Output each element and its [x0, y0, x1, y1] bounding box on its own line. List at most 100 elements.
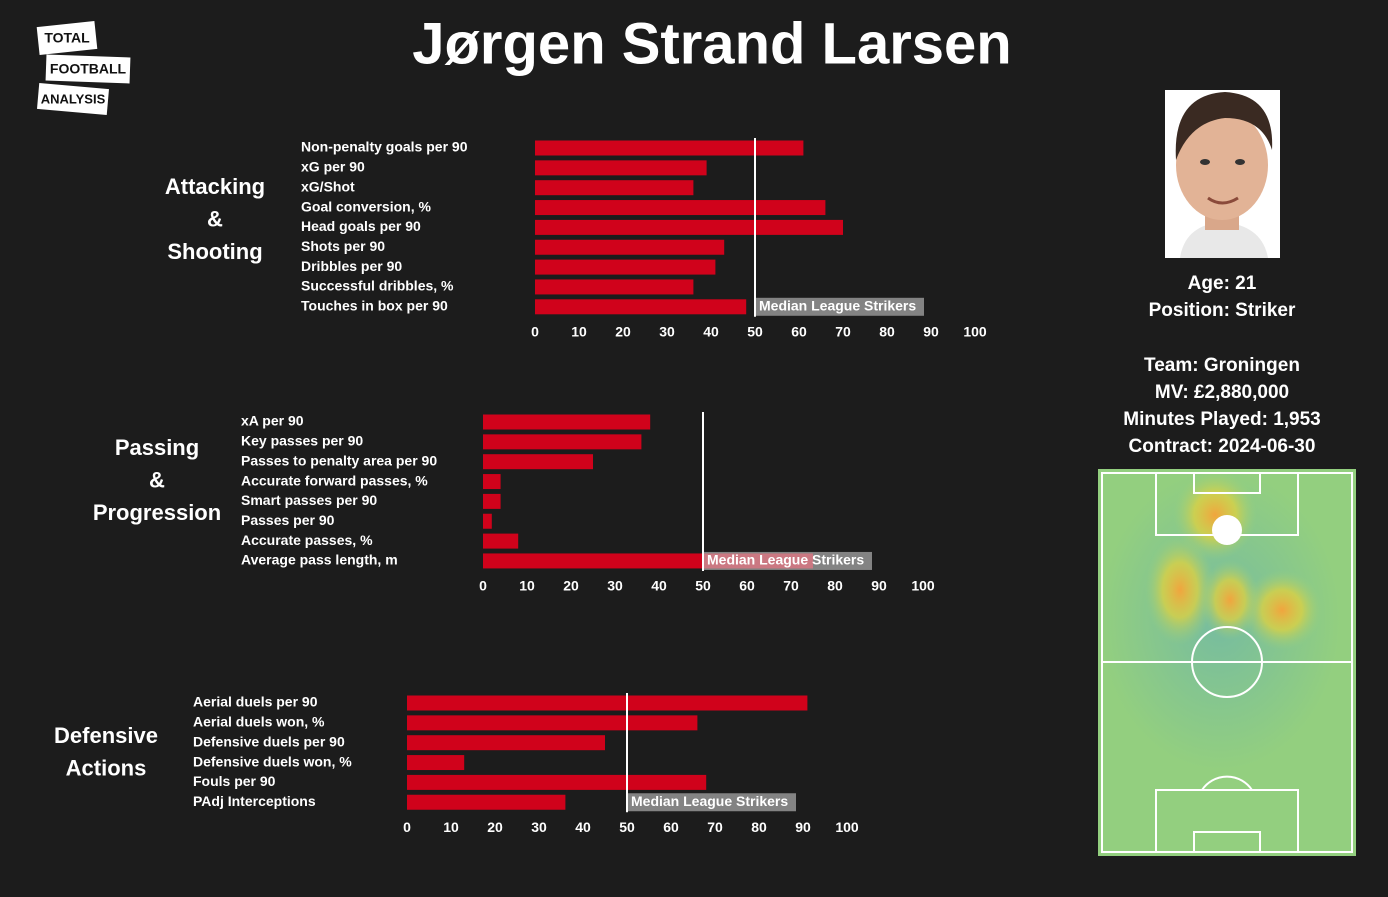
- category-label: xG per 90: [301, 159, 365, 175]
- x-tick-label: 90: [871, 578, 887, 594]
- category-label: Passes per 90: [241, 512, 335, 528]
- section-label: Passing: [115, 435, 199, 460]
- x-tick-label: 60: [663, 819, 679, 835]
- x-tick-label: 70: [835, 324, 851, 340]
- bar: [483, 434, 642, 450]
- section-label: Attacking: [165, 174, 265, 199]
- median-label: Median League Strikers: [707, 552, 864, 568]
- bar: [407, 755, 465, 771]
- x-tick-label: 0: [479, 578, 487, 594]
- category-label: Key passes per 90: [241, 433, 363, 449]
- category-label: PAdj Interceptions: [193, 793, 316, 809]
- category-label: Non-penalty goals per 90: [301, 139, 468, 155]
- x-tick-label: 90: [923, 324, 939, 340]
- bar: [407, 735, 605, 751]
- x-tick-label: 80: [751, 819, 767, 835]
- bar: [535, 200, 826, 216]
- player-info: Contract: 2024-06-30: [1129, 436, 1316, 457]
- bar: [407, 715, 698, 731]
- bar: [407, 695, 808, 711]
- category-label: Accurate forward passes, %: [241, 472, 428, 488]
- x-tick-label: 50: [695, 578, 711, 594]
- bar: [535, 279, 694, 295]
- category-label: Successful dribbles, %: [301, 278, 454, 294]
- bar: [483, 454, 593, 470]
- median-label: Median League Strikers: [631, 793, 788, 809]
- x-tick-label: 20: [563, 578, 579, 594]
- bar: [535, 239, 725, 255]
- bar: [407, 774, 707, 790]
- x-tick-label: 50: [747, 324, 763, 340]
- x-tick-label: 40: [703, 324, 719, 340]
- category-label: Accurate passes, %: [241, 532, 373, 548]
- category-label: Passes to penalty area per 90: [241, 452, 437, 468]
- category-label: xA per 90: [241, 413, 304, 429]
- x-tick-label: 10: [571, 324, 587, 340]
- player-info: Position: Striker: [1149, 300, 1296, 321]
- x-tick-label: 60: [791, 324, 807, 340]
- x-tick-label: 100: [911, 578, 935, 594]
- bar: [483, 493, 501, 509]
- player-info: Minutes Played: 1,953: [1123, 409, 1320, 430]
- player-info: Team: Groningen: [1144, 355, 1300, 376]
- category-label: xG/Shot: [301, 178, 355, 194]
- logo-text: ANALYSIS: [41, 91, 106, 106]
- x-tick-label: 100: [835, 819, 859, 835]
- bar: [535, 259, 716, 275]
- player-info: MV: £2,880,000: [1155, 382, 1289, 403]
- x-tick-label: 60: [739, 578, 755, 594]
- median-label-bg: [756, 297, 924, 316]
- category-label: Defensive duels per 90: [193, 733, 345, 749]
- bar: [483, 474, 501, 490]
- title: Jørgen Strand Larsen: [412, 11, 1011, 76]
- x-tick-label: 90: [795, 819, 811, 835]
- x-tick-label: 30: [531, 819, 547, 835]
- section-label: Progression: [93, 500, 221, 525]
- median-label-bg: [628, 793, 796, 812]
- x-tick-label: 100: [963, 324, 987, 340]
- category-label: Fouls per 90: [193, 773, 276, 789]
- category-label: Defensive duels won, %: [193, 753, 352, 769]
- median-label: Median League Strikers: [759, 298, 916, 314]
- section-label: Actions: [66, 755, 147, 780]
- category-label: Smart passes per 90: [241, 492, 377, 508]
- category-label: Goal conversion, %: [301, 198, 431, 214]
- category-label: Average pass length, m: [241, 552, 398, 568]
- median-label-bg: [704, 551, 872, 570]
- category-label: Aerial duels won, %: [193, 714, 325, 730]
- x-tick-label: 30: [659, 324, 675, 340]
- section-label: &: [149, 467, 165, 492]
- category-label: Shots per 90: [301, 238, 385, 254]
- logo-text: FOOTBALL: [50, 61, 127, 77]
- x-tick-label: 40: [651, 578, 667, 594]
- bar: [535, 219, 843, 235]
- player-photo: [1165, 90, 1280, 258]
- x-tick-label: 0: [531, 324, 539, 340]
- x-tick-label: 80: [879, 324, 895, 340]
- category-label: Head goals per 90: [301, 218, 421, 234]
- x-tick-label: 30: [607, 578, 623, 594]
- x-tick-label: 70: [783, 578, 799, 594]
- x-tick-label: 20: [615, 324, 631, 340]
- bar: [407, 794, 566, 810]
- x-tick-label: 80: [827, 578, 843, 594]
- category-label: Aerial duels per 90: [193, 694, 318, 710]
- bar: [535, 299, 747, 315]
- category-label: Touches in box per 90: [301, 298, 448, 314]
- heatmap: [1098, 469, 1356, 856]
- section-label: Defensive: [54, 723, 158, 748]
- bar: [483, 533, 519, 549]
- section-label: &: [207, 206, 223, 231]
- logo-text: TOTAL: [44, 30, 90, 46]
- x-tick-label: 50: [619, 819, 635, 835]
- player-info: Age: 21: [1188, 273, 1257, 294]
- logo: TOTAL FOOTBALL ANALYSIS: [36, 21, 131, 116]
- x-tick-label: 40: [575, 819, 591, 835]
- category-label: Dribbles per 90: [301, 258, 402, 274]
- x-tick-label: 70: [707, 819, 723, 835]
- bar: [535, 140, 804, 156]
- x-tick-label: 10: [519, 578, 535, 594]
- bar: [535, 160, 707, 176]
- bar: [483, 414, 651, 430]
